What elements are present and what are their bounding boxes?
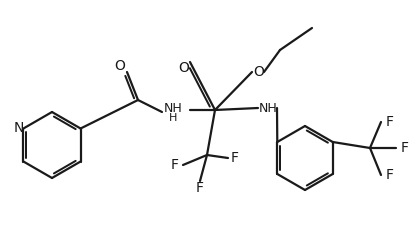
Text: F: F — [385, 168, 393, 182]
Text: F: F — [195, 181, 204, 195]
Text: NH: NH — [163, 101, 182, 114]
Text: N: N — [13, 120, 24, 134]
Text: F: F — [230, 151, 238, 165]
Text: F: F — [400, 141, 408, 155]
Text: NH: NH — [258, 101, 277, 114]
Text: O: O — [114, 59, 125, 73]
Text: F: F — [171, 158, 178, 172]
Text: F: F — [385, 115, 393, 129]
Text: O: O — [178, 61, 189, 75]
Text: O: O — [253, 65, 264, 79]
Text: H: H — [169, 113, 177, 123]
